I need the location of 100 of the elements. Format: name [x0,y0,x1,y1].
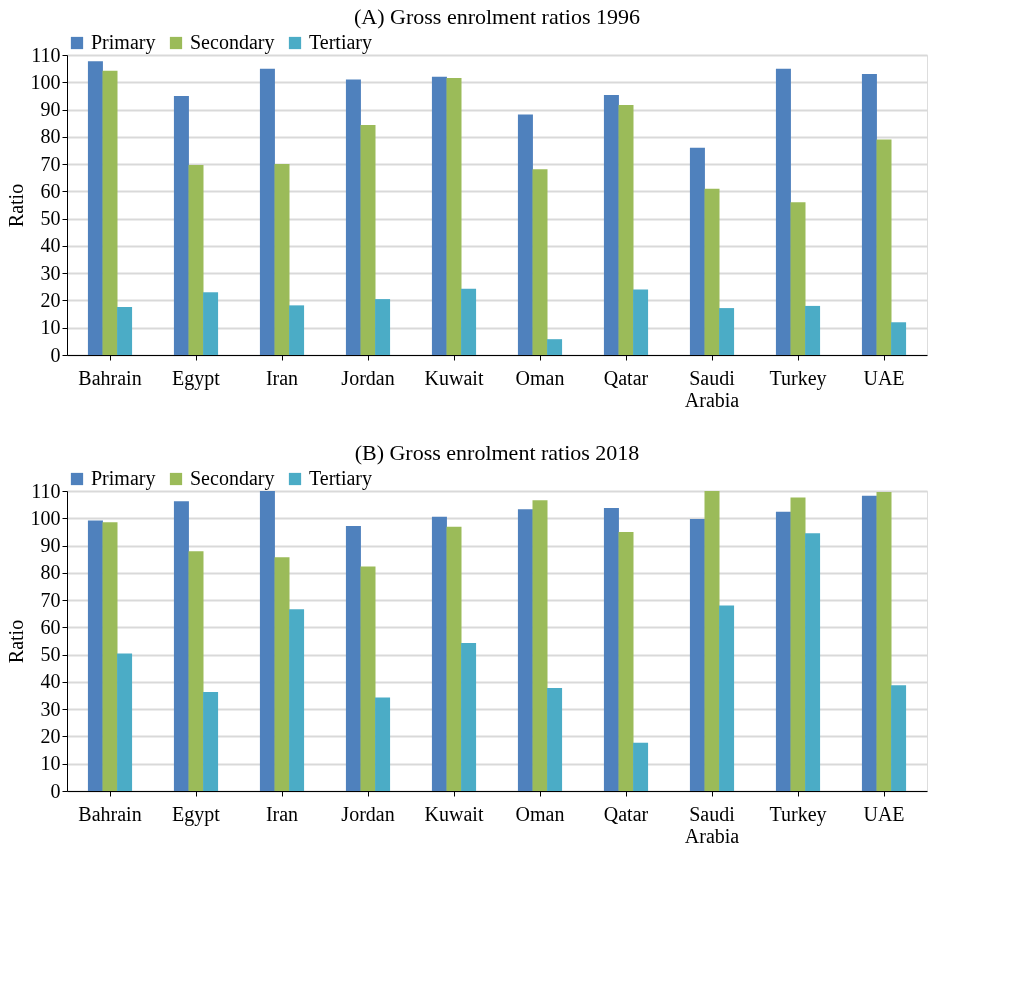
bar [360,125,376,355]
y-tick-label: 60 [40,179,61,202]
y-tick-label: 80 [40,561,61,584]
legend-label: Tertiary [309,31,373,54]
bar [203,292,219,355]
bar [775,68,791,355]
bar [618,531,634,791]
bar [259,68,275,355]
x-tick-label: Jordan [341,802,395,825]
bar [274,164,290,355]
bar [517,114,533,355]
bar [547,687,563,791]
y-tick-label: 90 [40,534,61,557]
x-tick-label: Egypt [172,802,221,826]
bar [102,522,118,791]
x-tick-label: Iran [265,366,299,389]
y-tick-label: 0 [50,343,61,366]
bar [188,164,204,355]
x-tick-label: Oman [515,802,565,825]
bar [203,692,219,791]
y-tick-label: 90 [40,98,61,121]
bar [876,492,892,791]
bar [790,497,806,791]
y-tick-label: 20 [40,724,61,747]
bar [289,305,305,355]
bar [102,70,118,355]
bar [375,299,391,355]
y-tick-label: 40 [40,234,61,257]
legend-label: Primary [91,467,156,490]
x-tick-label: Egypt [172,366,221,390]
bar [87,61,103,355]
y-axis-title: Ratio [4,619,27,664]
bar [446,77,462,355]
x-tick-label: Turkey [769,802,827,826]
bar [689,519,705,791]
bar [689,147,705,355]
bar [517,509,533,791]
x-tick-label: UAE [863,366,905,389]
x-tick-label: Oman [515,366,565,389]
y-tick-label: 10 [40,752,61,775]
bar [719,605,735,791]
bar [461,642,477,791]
bar [876,139,892,355]
bar [633,742,649,791]
bar [87,520,103,791]
bar [633,289,649,355]
bar [431,516,447,791]
chart-title: (B) Gross enrolment ratios 2018 [354,440,640,465]
x-tick-label: Jordan [341,366,395,389]
y-tick-label: 40 [40,670,61,693]
x-tick-label: Bahrain [78,366,142,389]
y-tick-label: 100 [30,506,61,529]
bar [719,308,735,355]
bar [704,188,720,355]
x-tick-label: Iran [265,802,299,825]
y-tick-label: 30 [40,261,61,284]
bar [289,609,305,791]
bar [805,305,821,355]
bar [360,566,376,791]
bar [805,533,821,791]
x-tick-label: Saudi Arabia [684,802,740,847]
bar [446,526,462,791]
bar [431,76,447,355]
chart-title: (A) Gross enrolment ratios 1996 [354,4,640,29]
bar [603,507,619,791]
y-tick-label: 110 [31,43,61,66]
bar [532,169,548,355]
y-tick-label: 20 [40,288,61,311]
y-tick-label: 0 [50,779,61,802]
bar [790,202,806,355]
x-tick-label: Bahrain [78,802,142,825]
bar [547,339,563,355]
bar [775,511,791,791]
bar [461,288,477,355]
bar [117,653,133,791]
x-tick-label: Qatar [603,802,649,825]
bar [345,79,361,355]
x-tick-label: Kuwait [424,802,484,825]
bar [861,495,877,791]
bar [375,697,391,791]
bar [618,104,634,355]
bar [603,95,619,355]
x-tick-label: Kuwait [424,366,484,389]
y-tick-label: 70 [40,588,61,611]
bar [117,307,133,355]
x-tick-label: UAE [863,802,905,825]
legend-label: Tertiary [309,467,373,490]
x-tick-label: Turkey [769,366,827,390]
bar [861,74,877,355]
bar [173,501,189,791]
bar [173,95,189,355]
x-tick-label: Qatar [603,366,649,389]
y-tick-label: 30 [40,697,61,720]
bar [891,685,907,791]
legend-label: Secondary [190,467,275,490]
bar [532,500,548,791]
y-tick-label: 100 [30,70,61,93]
bar [188,551,204,791]
bar [274,557,290,791]
y-tick-label: 80 [40,125,61,148]
